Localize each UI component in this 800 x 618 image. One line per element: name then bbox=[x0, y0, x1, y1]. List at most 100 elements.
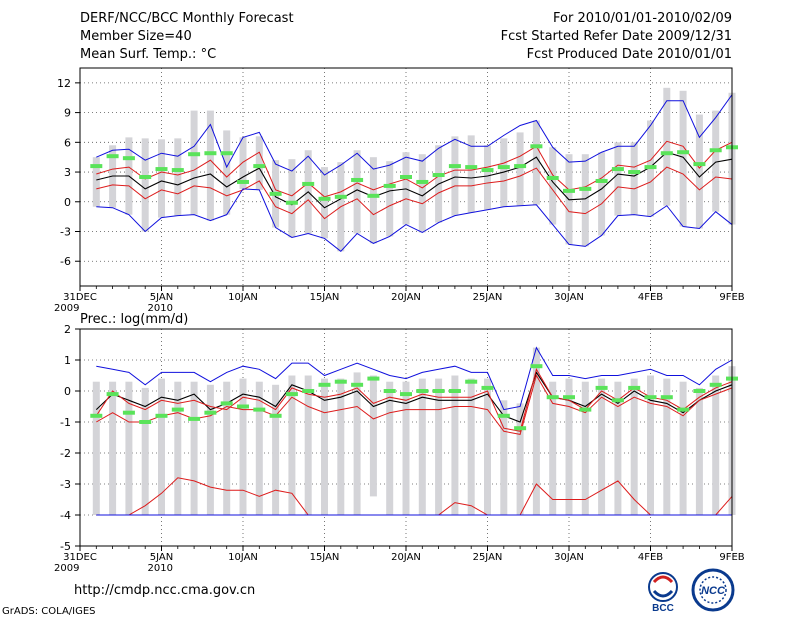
spread-box bbox=[321, 167, 328, 239]
observation-marker bbox=[644, 165, 657, 170]
observation-marker bbox=[188, 152, 201, 157]
observation-marker bbox=[432, 173, 445, 178]
spread-box bbox=[614, 381, 622, 515]
observation-marker bbox=[448, 164, 461, 169]
precipitation-title: Prec.: log(mm/d) bbox=[80, 312, 188, 327]
bcc-logo-text: BCC bbox=[652, 603, 674, 614]
spread-box bbox=[369, 375, 377, 497]
observation-marker bbox=[595, 385, 608, 390]
spread-box bbox=[190, 110, 198, 215]
observation-marker bbox=[204, 410, 217, 415]
observation-marker bbox=[579, 186, 592, 191]
spread-box bbox=[353, 372, 361, 515]
spread-box bbox=[353, 150, 361, 234]
observation-marker bbox=[122, 156, 135, 161]
spread-box bbox=[125, 381, 133, 515]
observation-marker bbox=[90, 164, 103, 169]
spread-box bbox=[92, 381, 100, 515]
observation-marker bbox=[563, 395, 575, 400]
observation-marker bbox=[677, 150, 690, 155]
observation-marker bbox=[106, 154, 119, 159]
source-url[interactable]: http://cmdp.ncc.cma.gov.cn bbox=[74, 583, 256, 598]
spread-box bbox=[158, 378, 165, 515]
spread-box bbox=[369, 157, 377, 244]
x-tick-label: 10JAN bbox=[228, 552, 258, 563]
spread-box bbox=[500, 400, 508, 515]
observation-marker bbox=[367, 193, 380, 198]
y-tick-label: 0 bbox=[64, 385, 71, 398]
grads-credit: GrADS: COLA/IGES bbox=[2, 606, 96, 617]
observation-marker bbox=[318, 382, 331, 387]
spread-box bbox=[679, 381, 687, 515]
observation-marker bbox=[334, 194, 347, 199]
forecast-produced-label: Fcst Produced Date 2010/01/01 bbox=[526, 47, 732, 62]
series-ensemble-mean bbox=[96, 151, 733, 209]
x-tick-label: 30JAN bbox=[554, 552, 584, 563]
y-tick-label: 9 bbox=[64, 107, 71, 120]
observation-marker bbox=[367, 376, 380, 381]
spread-box bbox=[647, 375, 654, 515]
observation-marker bbox=[220, 151, 233, 156]
observation-marker bbox=[253, 164, 266, 169]
spread-box bbox=[516, 132, 524, 206]
observation-marker bbox=[709, 148, 722, 153]
ncc-logo-text: NCC bbox=[701, 585, 726, 597]
variable-label: Mean Surf. Temp.: °C bbox=[80, 47, 217, 62]
observation-marker bbox=[611, 167, 624, 172]
x-tick-label: 20JAN bbox=[391, 292, 421, 303]
observation-marker bbox=[285, 392, 298, 397]
spread-box bbox=[663, 378, 671, 515]
observation-marker bbox=[660, 151, 673, 156]
x-tick-sublabel: 2009 bbox=[54, 303, 79, 314]
spread-box bbox=[679, 90, 687, 227]
y-tick-label: -2 bbox=[60, 447, 71, 460]
observation-marker bbox=[90, 413, 103, 418]
observation-marker bbox=[693, 389, 706, 393]
y-tick-label: 12 bbox=[57, 77, 71, 90]
spread-box bbox=[239, 378, 247, 515]
spread-box bbox=[663, 87, 671, 206]
x-tick-label: 5JAN bbox=[150, 552, 173, 563]
observation-marker bbox=[318, 196, 331, 201]
spread-box bbox=[255, 136, 263, 190]
observation-marker bbox=[400, 392, 412, 397]
member-size-label: Member Size=40 bbox=[80, 29, 192, 44]
observation-marker bbox=[497, 413, 510, 418]
y-tick-label: -3 bbox=[60, 478, 71, 491]
y-tick-label: -3 bbox=[60, 226, 71, 239]
x-tick-label: 5JAN bbox=[150, 292, 173, 303]
observation-marker bbox=[400, 175, 412, 179]
observation-marker bbox=[155, 167, 168, 172]
x-tick-sublabel: 2009 bbox=[54, 563, 79, 574]
y-tick-label: 6 bbox=[64, 136, 71, 149]
spread-box bbox=[239, 137, 247, 189]
observation-marker bbox=[611, 398, 624, 403]
y-tick-label: -4 bbox=[60, 509, 71, 522]
observation-marker bbox=[563, 188, 575, 193]
spread-box bbox=[206, 384, 214, 515]
observation-marker bbox=[481, 168, 494, 173]
x-tick-label: 9FEB bbox=[719, 552, 744, 563]
spread-box bbox=[630, 142, 638, 215]
observation-marker bbox=[693, 162, 706, 167]
y-tick-label: 3 bbox=[64, 166, 71, 179]
observation-marker bbox=[579, 407, 592, 412]
x-tick-label: 15JAN bbox=[310, 292, 340, 303]
observation-marker bbox=[595, 178, 608, 183]
series-lower-red bbox=[96, 374, 733, 435]
x-tick-label: 25JAN bbox=[473, 552, 503, 563]
spread-box bbox=[712, 375, 720, 515]
observation-marker bbox=[171, 407, 184, 412]
spread-box bbox=[614, 142, 622, 216]
spread-box bbox=[288, 159, 296, 238]
spread-box bbox=[467, 378, 475, 515]
chart-title: DERF/NCC/BCC Monthly Forecast bbox=[80, 11, 294, 26]
y-tick-label: 1 bbox=[64, 354, 71, 367]
y-tick-label: 0 bbox=[64, 196, 71, 209]
x-tick-sublabel: 2010 bbox=[148, 303, 173, 314]
spread-box bbox=[581, 381, 589, 515]
spread-box bbox=[467, 135, 475, 213]
